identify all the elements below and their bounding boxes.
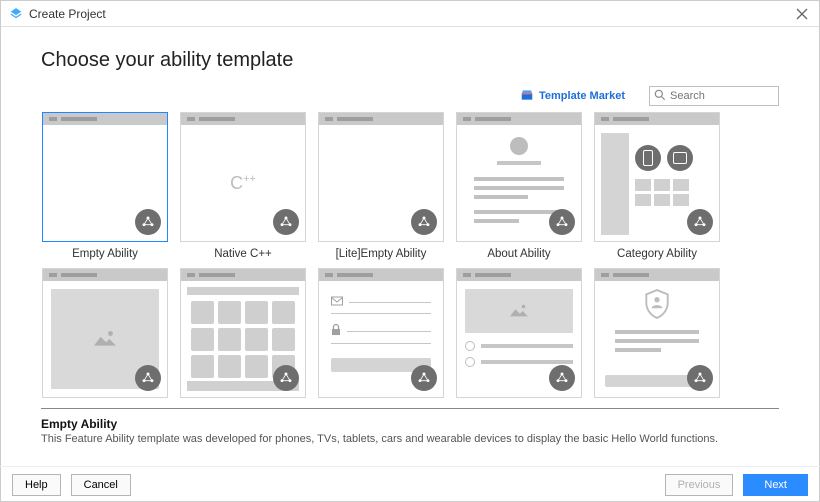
template-grid-scroll[interactable]: Empty Ability C++ Native C++ (41, 112, 779, 408)
template-cell (317, 268, 445, 404)
template-cell: About Ability (455, 112, 583, 260)
window-title: Create Project (29, 7, 106, 21)
store-icon (520, 88, 534, 105)
template-label: Category Ability (617, 248, 697, 260)
template-cell (593, 268, 721, 404)
harmony-badge-icon (135, 365, 161, 391)
template-card[interactable] (594, 268, 720, 398)
description-text: This Feature Ability template was develo… (41, 433, 779, 445)
template-cell: C++ Native C++ (179, 112, 307, 260)
search-field-wrap (649, 86, 779, 106)
template-card-empty-ability[interactable] (42, 112, 168, 242)
description-panel: Empty Ability This Feature Ability templ… (1, 409, 819, 445)
harmony-badge-icon (687, 365, 713, 391)
next-button[interactable]: Next (743, 474, 808, 496)
harmony-badge-icon (549, 365, 575, 391)
search-input[interactable] (649, 86, 779, 106)
harmony-badge-icon (549, 209, 575, 235)
page-heading: Choose your ability template (41, 49, 779, 72)
template-cell (179, 268, 307, 404)
description-title: Empty Ability (41, 417, 779, 431)
template-card[interactable] (456, 268, 582, 398)
template-grid: Empty Ability C++ Native C++ (41, 112, 773, 404)
titlebar: Create Project (1, 1, 819, 27)
template-card[interactable] (180, 268, 306, 398)
close-icon[interactable] (793, 5, 811, 23)
template-card-about[interactable] (456, 112, 582, 242)
help-button[interactable]: Help (12, 474, 61, 496)
template-card[interactable] (318, 268, 444, 398)
template-card[interactable] (42, 268, 168, 398)
harmony-badge-icon (135, 209, 161, 235)
template-label: About Ability (487, 248, 550, 260)
template-label: Empty Ability (72, 248, 138, 260)
template-market-link[interactable]: Template Market (520, 88, 625, 105)
mail-icon (331, 295, 343, 309)
search-icon (653, 88, 667, 105)
footer-bar: Help Cancel Previous Next (0, 466, 820, 502)
template-market-label: Template Market (539, 90, 625, 102)
template-label: Native C++ (214, 248, 272, 260)
template-card-category[interactable] (594, 112, 720, 242)
previous-button[interactable]: Previous (665, 474, 734, 496)
shield-icon (644, 289, 670, 322)
template-card-lite-empty[interactable] (318, 112, 444, 242)
template-cell: [Lite]Empty Ability (317, 112, 445, 260)
toolbar: Template Market (41, 86, 779, 106)
harmony-badge-icon (273, 209, 299, 235)
cancel-button[interactable]: Cancel (71, 474, 131, 496)
lock-icon (331, 324, 341, 339)
template-cell: Empty Ability (41, 112, 169, 260)
template-cell: Category Ability (593, 112, 721, 260)
app-logo-icon (9, 7, 23, 21)
harmony-badge-icon (411, 365, 437, 391)
template-label: [Lite]Empty Ability (336, 248, 427, 260)
cpp-icon: C++ (230, 173, 256, 194)
content-area: Choose your ability template Template Ma… (1, 27, 819, 408)
template-cell (455, 268, 583, 404)
template-card-native-cpp[interactable]: C++ (180, 112, 306, 242)
harmony-badge-icon (411, 209, 437, 235)
harmony-badge-icon (273, 365, 299, 391)
harmony-badge-icon (687, 209, 713, 235)
template-cell (41, 268, 169, 404)
